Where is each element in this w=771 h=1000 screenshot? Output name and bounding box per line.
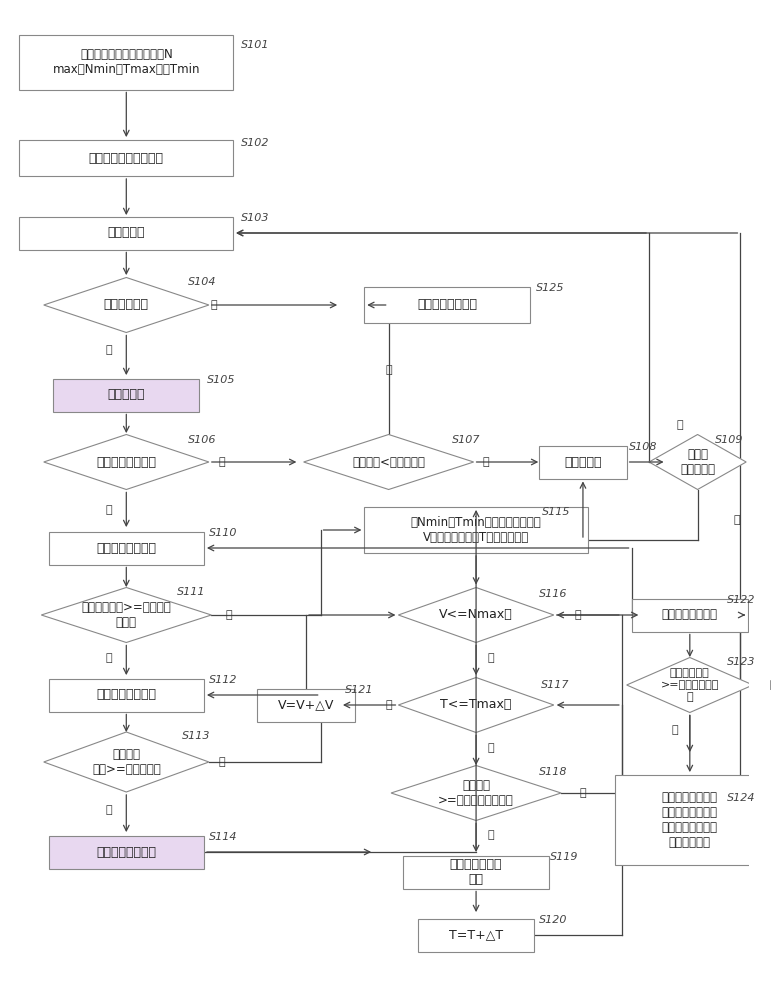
Text: S101: S101	[241, 40, 269, 50]
FancyBboxPatch shape	[631, 598, 748, 632]
Text: 增程器停机: 增程器停机	[564, 456, 601, 468]
Text: S117: S117	[541, 680, 570, 690]
Text: 增程器
停机完成？: 增程器 停机完成？	[680, 448, 715, 476]
Text: 系统下电并报故障: 系统下电并报故障	[417, 298, 477, 312]
Text: 是: 是	[677, 420, 683, 430]
Text: 否: 否	[218, 757, 225, 767]
Text: S115: S115	[542, 507, 571, 517]
Text: 存储增程器运行
参数: 存储增程器运行 参数	[449, 858, 503, 886]
Text: 增程器低怠速运行: 增程器低怠速运行	[662, 608, 718, 621]
FancyBboxPatch shape	[365, 507, 588, 553]
Text: 增程器高怠速运行: 增程器高怠速运行	[96, 688, 157, 702]
Polygon shape	[44, 732, 209, 792]
Polygon shape	[627, 658, 753, 712]
Text: S110: S110	[209, 528, 237, 538]
FancyBboxPatch shape	[418, 918, 534, 952]
Text: S120: S120	[539, 915, 567, 925]
Text: 增程器低怠速运行: 增程器低怠速运行	[96, 542, 157, 554]
Polygon shape	[399, 587, 554, 643]
Text: 否: 否	[218, 457, 225, 467]
Text: 否: 否	[386, 365, 392, 375]
FancyBboxPatch shape	[403, 856, 549, 888]
Polygon shape	[304, 434, 473, 489]
Text: S124: S124	[727, 793, 756, 803]
Text: 是: 是	[487, 830, 494, 840]
Text: 系统开始标定测试试验: 系统开始标定测试试验	[89, 151, 163, 164]
Polygon shape	[399, 678, 554, 732]
FancyBboxPatch shape	[539, 446, 627, 479]
FancyBboxPatch shape	[53, 378, 199, 412]
FancyBboxPatch shape	[19, 34, 233, 90]
Text: 是: 是	[487, 653, 494, 663]
Text: 增程器起动成功？: 增程器起动成功？	[96, 456, 157, 468]
Text: T=T+△T: T=T+△T	[449, 928, 503, 942]
Text: S111: S111	[177, 587, 205, 597]
Text: 是: 是	[106, 345, 112, 355]
FancyBboxPatch shape	[614, 775, 765, 865]
Text: 系统初始化: 系统初始化	[108, 227, 145, 239]
Text: S114: S114	[209, 832, 237, 842]
Text: S104: S104	[187, 277, 216, 287]
FancyBboxPatch shape	[19, 140, 233, 176]
Polygon shape	[44, 434, 209, 489]
Text: V<=Nmax？: V<=Nmax？	[439, 608, 513, 621]
FancyBboxPatch shape	[49, 836, 204, 868]
Text: S103: S103	[241, 213, 269, 223]
Text: 控制增程器停机，
并进行数据处理以
获取增程器的增程
发电工作曲线: 控制增程器停机， 并进行数据处理以 获取增程器的增程 发电工作曲线	[662, 791, 718, 849]
Text: S122: S122	[727, 595, 756, 605]
FancyBboxPatch shape	[49, 678, 204, 712]
Polygon shape	[42, 587, 211, 643]
Text: 进行增程发电控制: 进行增程发电控制	[96, 846, 157, 858]
Text: 失败次数<预设次数？: 失败次数<预设次数？	[352, 456, 425, 468]
Text: 是: 是	[483, 457, 489, 467]
Text: 否: 否	[733, 515, 739, 525]
Text: 初始化完成？: 初始化完成？	[104, 298, 149, 312]
FancyBboxPatch shape	[49, 532, 204, 564]
Text: S121: S121	[345, 685, 373, 695]
Text: 是: 是	[106, 805, 112, 815]
Text: 是: 是	[106, 653, 112, 663]
Polygon shape	[44, 277, 209, 332]
Text: S109: S109	[715, 435, 743, 445]
Text: 怠速运行时间
>=第二预设时间
？: 怠速运行时间 >=第二预设时间 ？	[661, 668, 719, 702]
Text: 是: 是	[672, 725, 678, 735]
Text: 怠速运行时间>=第三预设
时间？: 怠速运行时间>=第三预设 时间？	[82, 601, 171, 629]
Text: S112: S112	[209, 675, 237, 685]
Text: S113: S113	[182, 731, 210, 741]
Text: 增程器起动: 增程器起动	[108, 388, 145, 401]
Text: S107: S107	[452, 435, 480, 445]
Text: S119: S119	[550, 852, 578, 862]
Text: 运行时间
>=第一个预设时间？: 运行时间 >=第一个预设时间？	[438, 779, 514, 807]
Text: 增程器的
水温>=预设温度？: 增程器的 水温>=预设温度？	[92, 748, 160, 776]
Text: 否: 否	[580, 788, 586, 798]
Text: S106: S106	[187, 435, 216, 445]
Text: T<=Tmax？: T<=Tmax？	[440, 698, 512, 712]
Text: S125: S125	[537, 283, 565, 293]
Text: S116: S116	[539, 589, 567, 599]
Text: S108: S108	[628, 442, 657, 452]
Text: 根据增程器的性能配置输入N
max和Nmin、Tmax以及Tmin: 根据增程器的性能配置输入N max和Nmin、Tmax以及Tmin	[52, 48, 200, 76]
FancyBboxPatch shape	[365, 287, 530, 323]
Text: 是: 是	[487, 743, 494, 753]
Text: S102: S102	[241, 138, 269, 148]
Text: V=V+△V: V=V+△V	[278, 698, 335, 712]
FancyBboxPatch shape	[19, 217, 233, 249]
Text: S123: S123	[727, 657, 756, 667]
Text: 是: 是	[106, 505, 112, 515]
Text: S105: S105	[207, 375, 235, 385]
Text: 否: 否	[225, 610, 231, 620]
Text: 否: 否	[574, 610, 581, 620]
Polygon shape	[391, 766, 561, 820]
Text: 否: 否	[769, 680, 771, 690]
Text: 否: 否	[210, 300, 217, 310]
FancyBboxPatch shape	[258, 688, 355, 722]
Polygon shape	[649, 434, 746, 489]
Text: S118: S118	[539, 767, 567, 777]
Text: 否: 否	[386, 700, 392, 710]
Text: 将Nmin和Tmin作为当前测试转速
V和当前测试扭矩T，并进行发电: 将Nmin和Tmin作为当前测试转速 V和当前测试扭矩T，并进行发电	[411, 516, 541, 544]
